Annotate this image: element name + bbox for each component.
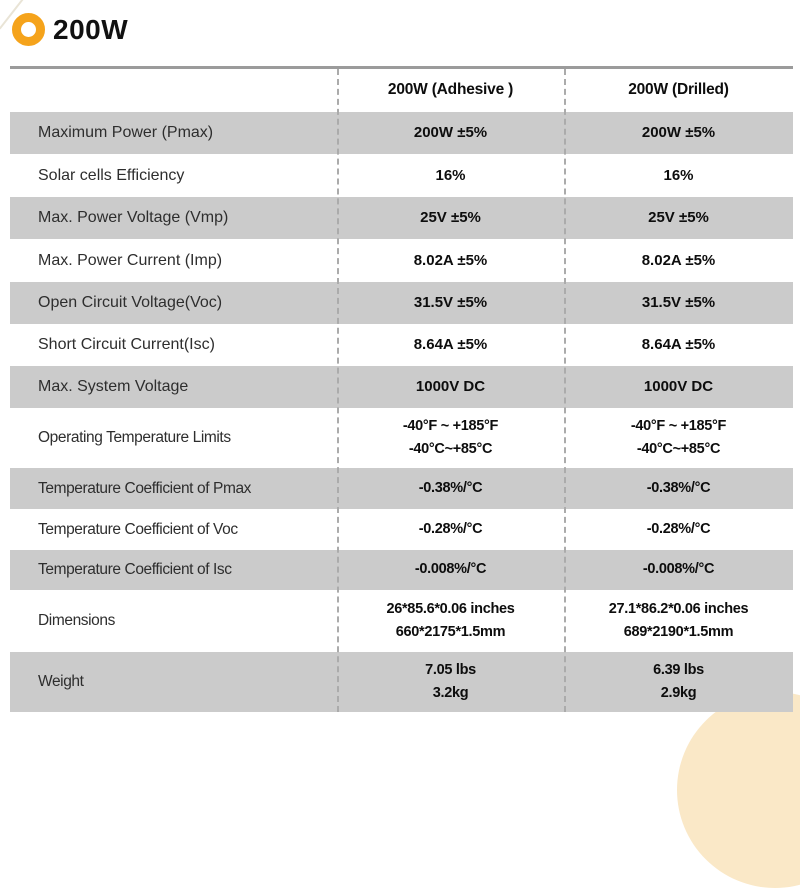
table-header-row: 200W (Adhesive ) 200W (Drilled) [10, 69, 793, 112]
table-row: Weight 7.05 lbs 3.2kg 6.39 lbs 2.9kg [10, 652, 793, 712]
value-cell-adhesive: 16% [435, 166, 466, 184]
row-label: Open Circuit Voltage(Voc) [38, 294, 223, 311]
row-label: Short Circuit Current(Isc) [38, 336, 215, 353]
header-label-spacer [10, 69, 337, 112]
column-divider-dashed [337, 69, 339, 712]
column-divider-dashed [564, 69, 566, 712]
value-cell-drilled: 6.39 lbs 2.9kg [653, 661, 704, 701]
orange-ring-icon [12, 13, 45, 46]
table-row: Maximum Power (Pmax) 200W ±5% 200W ±5% [10, 112, 793, 154]
row-label: Solar cells Efficiency [38, 166, 185, 184]
value-cell-drilled: -40°F ~ +185°F -40°C~+85°C [630, 417, 727, 457]
row-label: Weight [38, 673, 84, 690]
table-row: Solar cells Efficiency 16% 16% [10, 154, 793, 197]
value-cell-drilled: 16% [663, 166, 694, 184]
value-cell-adhesive: 26*85.6*0.06 inches 660*2175*1.5mm [386, 600, 515, 640]
value-cell-adhesive: 8.02A ±5% [413, 251, 488, 269]
value-cell-adhesive: -0.008%/°C [414, 561, 487, 578]
value-cell-adhesive: -0.28%/°C [418, 520, 483, 537]
table-row: Operating Temperature Limits -40°F ~ +18… [10, 408, 793, 468]
value-cell-drilled: -0.28%/°C [646, 520, 711, 537]
row-label: Operating Temperature Limits [38, 429, 231, 446]
value-cell-drilled: -0.008%/°C [642, 561, 715, 578]
row-label: Temperature Coefficient of Pmax [38, 479, 252, 497]
table-row: Short Circuit Current(Isc) 8.64A ±5% 8.6… [10, 324, 793, 366]
value-cell-adhesive: -0.38%/°C [418, 479, 483, 496]
table-row: Max. System Voltage 1000V DC 1000V DC [10, 366, 793, 408]
table-row: Open Circuit Voltage(Voc) 31.5V ±5% 31.5… [10, 282, 793, 324]
row-label: Temperature Coefficient of Isc [38, 561, 232, 578]
value-cell-drilled: 1000V DC [643, 378, 714, 396]
value-cell-adhesive: -40°F ~ +185°F -40°C~+85°C [402, 417, 499, 457]
value-cell-adhesive: 8.64A ±5% [413, 336, 488, 354]
value-cell-adhesive: 25V ±5% [420, 209, 481, 227]
row-label: Temperature Coefficient of Voc [38, 520, 238, 538]
spec-table: 200W (Adhesive ) 200W (Drilled) Maximum … [10, 66, 793, 712]
value-cell-drilled: -0.38%/°C [646, 479, 711, 496]
value-cell-drilled: 8.02A ±5% [641, 251, 716, 269]
row-label: Max. System Voltage [38, 378, 189, 395]
page-title: 200W [53, 13, 129, 45]
table-row: Temperature Coefficient of Pmax -0.38%/°… [10, 468, 793, 509]
value-cell-adhesive: 7.05 lbs 3.2kg [425, 661, 476, 701]
value-cell-drilled: 31.5V ±5% [641, 294, 716, 312]
row-label: Dimensions [38, 612, 115, 629]
value-cell-drilled: 8.64A ±5% [641, 336, 716, 354]
table-row: Temperature Coefficient of Voc -0.28%/°C… [10, 509, 793, 550]
row-label: Max. Power Voltage (Vmp) [38, 209, 229, 226]
column-header-drilled: 200W (Drilled) [628, 81, 729, 99]
table-row: Dimensions 26*85.6*0.06 inches 660*2175*… [10, 590, 793, 652]
column-header-adhesive: 200W (Adhesive ) [387, 81, 514, 99]
value-cell-drilled: 25V ±5% [648, 209, 709, 227]
value-cell-adhesive: 31.5V ±5% [413, 294, 488, 312]
table-row: Temperature Coefficient of Isc -0.008%/°… [10, 550, 793, 590]
value-cell-adhesive: 1000V DC [415, 378, 486, 396]
value-cell-drilled: 200W ±5% [641, 124, 716, 142]
value-cell-drilled: 27.1*86.2*0.06 inches 689*2190*1.5mm [608, 600, 749, 640]
table-row: Max. Power Current (Imp) 8.02A ±5% 8.02A… [10, 239, 793, 282]
table-top-rule [10, 66, 793, 69]
table-row: Max. Power Voltage (Vmp) 25V ±5% 25V ±5% [10, 197, 793, 239]
value-cell-adhesive: 200W ±5% [413, 124, 488, 142]
section-header: 200W [12, 13, 128, 46]
background-circle-decoration [677, 692, 800, 888]
row-label: Maximum Power (Pmax) [38, 124, 214, 141]
row-label: Max. Power Current (Imp) [38, 251, 223, 269]
